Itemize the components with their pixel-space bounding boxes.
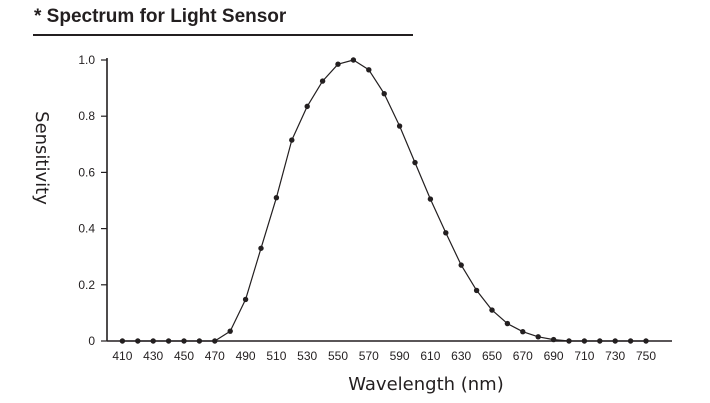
x-tick-label: 550 — [328, 349, 348, 363]
x-tick-label: 730 — [605, 349, 625, 363]
y-tick-label: 1.0 — [78, 53, 95, 67]
x-tick-label: 510 — [266, 349, 286, 363]
x-tick-label: 430 — [143, 349, 163, 363]
x-tick-label: 590 — [390, 349, 410, 363]
data-point — [119, 338, 126, 344]
data-point — [227, 328, 233, 334]
y-tick-label: 0.4 — [78, 222, 95, 236]
tick-marks: 0 0.2 0.4 0.6 0.8 1.0 410 430 450 470 490 510 530 550… — [78, 53, 656, 363]
x-tick-label: 670 — [513, 349, 533, 363]
data-point — [443, 230, 449, 236]
y-axis-label: Sensitivity — [31, 111, 52, 205]
series — [119, 57, 649, 344]
data-point — [612, 338, 618, 344]
data-point — [350, 57, 357, 63]
x-tick-label: 490 — [236, 349, 256, 363]
x-tick-label: 410 — [112, 349, 132, 363]
data-point — [566, 338, 572, 344]
data-point — [304, 103, 310, 110]
x-tick-label: 610 — [420, 349, 440, 363]
data-point — [181, 338, 187, 344]
data-point — [212, 338, 218, 344]
data-point — [258, 245, 264, 251]
data-point — [597, 338, 603, 344]
data-point — [396, 123, 403, 129]
x-tick-label: 710 — [574, 349, 594, 363]
data-point — [535, 334, 541, 340]
x-axis-label: Wavelength (nm) — [348, 374, 504, 395]
title-divider — [33, 34, 413, 36]
data-point — [319, 78, 326, 84]
data-point — [289, 137, 295, 143]
x-tick-label: 630 — [451, 349, 471, 363]
data-point — [273, 194, 280, 201]
data-point — [335, 61, 341, 67]
data-point — [165, 338, 172, 344]
data-point — [366, 67, 372, 73]
data-point — [581, 338, 588, 344]
data-point — [473, 287, 480, 294]
x-tick-label: 570 — [359, 349, 379, 363]
data-point — [427, 196, 434, 202]
data-point — [458, 262, 464, 268]
x-tick-label: 470 — [205, 349, 225, 363]
data-point — [643, 338, 649, 344]
series-line — [122, 59, 646, 342]
data-point — [196, 338, 203, 344]
x-tick-label: 530 — [297, 349, 317, 363]
x-tick-label: 650 — [482, 349, 502, 363]
data-point — [381, 91, 387, 97]
data-point — [412, 159, 418, 166]
data-point — [489, 307, 495, 313]
x-tick-label: 690 — [544, 349, 564, 363]
y-tick-label: 0.8 — [78, 109, 95, 123]
data-point — [135, 338, 141, 344]
data-point — [520, 329, 526, 335]
y-tick-label: 0 — [88, 334, 95, 348]
data-point — [627, 338, 634, 344]
data-point — [504, 320, 511, 327]
y-tick-label: 0.6 — [78, 165, 95, 179]
axes — [106, 58, 672, 342]
x-tick-label: 450 — [174, 349, 194, 363]
x-tick-label: 750 — [636, 349, 656, 363]
data-point — [150, 338, 156, 344]
data-point — [242, 296, 249, 303]
data-point — [550, 336, 557, 343]
chart-title: * Spectrum for Light Sensor — [34, 6, 287, 27]
y-tick-label: 0.2 — [78, 278, 95, 292]
